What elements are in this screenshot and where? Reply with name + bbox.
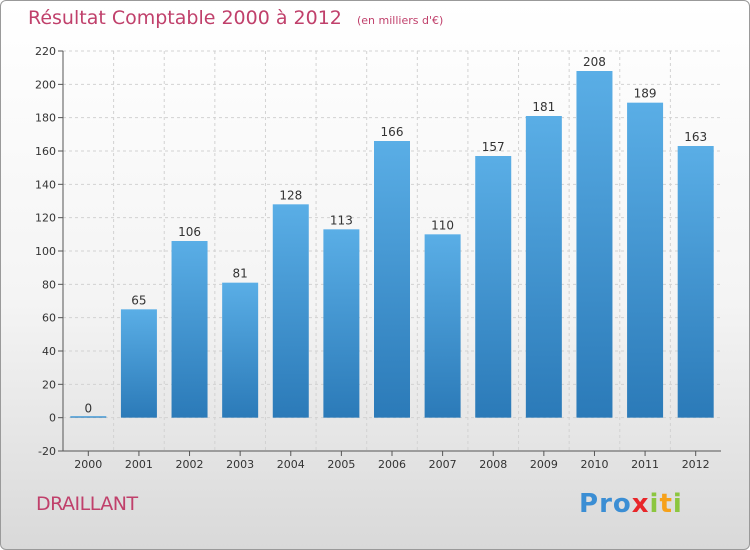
bar — [272, 204, 309, 418]
x-tick-label: 2006 — [378, 458, 406, 471]
bar — [70, 416, 107, 418]
y-tick-label: 40 — [42, 345, 56, 358]
bar-value-label: 110 — [431, 218, 454, 232]
commune-name: DRAILLANT — [36, 493, 138, 515]
bar — [525, 116, 562, 418]
bar — [424, 234, 461, 418]
x-tick-label: 2009 — [530, 458, 558, 471]
y-tick-label: 120 — [35, 212, 56, 225]
bar — [323, 229, 360, 418]
x-tick-label: 2010 — [580, 458, 608, 471]
x-tick-label: 2002 — [176, 458, 204, 471]
logo-letter: i — [649, 489, 660, 519]
x-tick-label: 2007 — [429, 458, 457, 471]
x-tick-label: 2001 — [125, 458, 153, 471]
proxiti-logo: Proxiti — [579, 489, 683, 519]
y-tick-label: 80 — [42, 278, 56, 291]
bar — [171, 241, 208, 418]
bar-value-label: 128 — [279, 188, 302, 202]
bar — [576, 71, 613, 418]
y-tick-label: 60 — [42, 312, 56, 325]
y-tick-label: 100 — [35, 245, 56, 258]
bar-value-label: 208 — [583, 55, 606, 69]
bar-value-label: 113 — [330, 213, 353, 227]
bar-value-label: 189 — [634, 87, 657, 101]
chart-unit: (en milliers d'€) — [356, 14, 444, 27]
bar-value-label: 81 — [233, 267, 248, 281]
bar-value-label: 65 — [131, 293, 146, 307]
x-tick-label: 2004 — [277, 458, 305, 471]
y-tick-label: 160 — [35, 145, 56, 158]
logo-letter: i — [672, 489, 683, 519]
chart-title-block: Résultat Comptable 2000 à 2012 (en milli… — [28, 7, 443, 29]
bar — [374, 141, 410, 418]
bar — [475, 156, 512, 418]
logo-letter: P — [579, 489, 600, 519]
bar — [222, 282, 259, 418]
x-tick-label: 2000 — [74, 458, 102, 471]
bar-value-label: 166 — [381, 125, 404, 139]
bar — [120, 309, 157, 418]
bar-value-label: 181 — [532, 100, 555, 114]
y-tick-label: 0 — [49, 412, 56, 425]
x-tick-label: 2005 — [327, 458, 355, 471]
bar-layer — [70, 71, 714, 418]
logo-letter: t — [659, 489, 673, 519]
x-tick-label: 2012 — [682, 458, 710, 471]
bar — [677, 146, 714, 418]
y-tick-label: -20 — [38, 445, 56, 458]
y-tick-label: 200 — [35, 78, 56, 91]
bar-value-label: 106 — [178, 225, 201, 239]
bar-value-label: 157 — [482, 140, 505, 154]
y-tick-label: 220 — [35, 45, 56, 58]
y-tick-label: 140 — [35, 178, 56, 191]
bar — [627, 102, 664, 418]
x-tick-label: 2003 — [226, 458, 254, 471]
logo-letter: r — [599, 489, 613, 519]
label-layer: 0 2000 65 2001 106 2002 81 2003 128 2004 113 2005 16… — [74, 55, 709, 471]
logo-letter: o — [612, 489, 632, 519]
bar-value-label: 163 — [684, 130, 707, 144]
x-tick-label: 2008 — [479, 458, 507, 471]
x-tick-label: 2011 — [631, 458, 659, 471]
y-tick-label: 20 — [42, 378, 56, 391]
bar-value-label: 0 — [84, 402, 92, 416]
y-tick-label: 180 — [35, 112, 56, 125]
logo-letter: x — [631, 489, 650, 519]
chart-title: Résultat Comptable 2000 à 2012 — [28, 7, 342, 29]
